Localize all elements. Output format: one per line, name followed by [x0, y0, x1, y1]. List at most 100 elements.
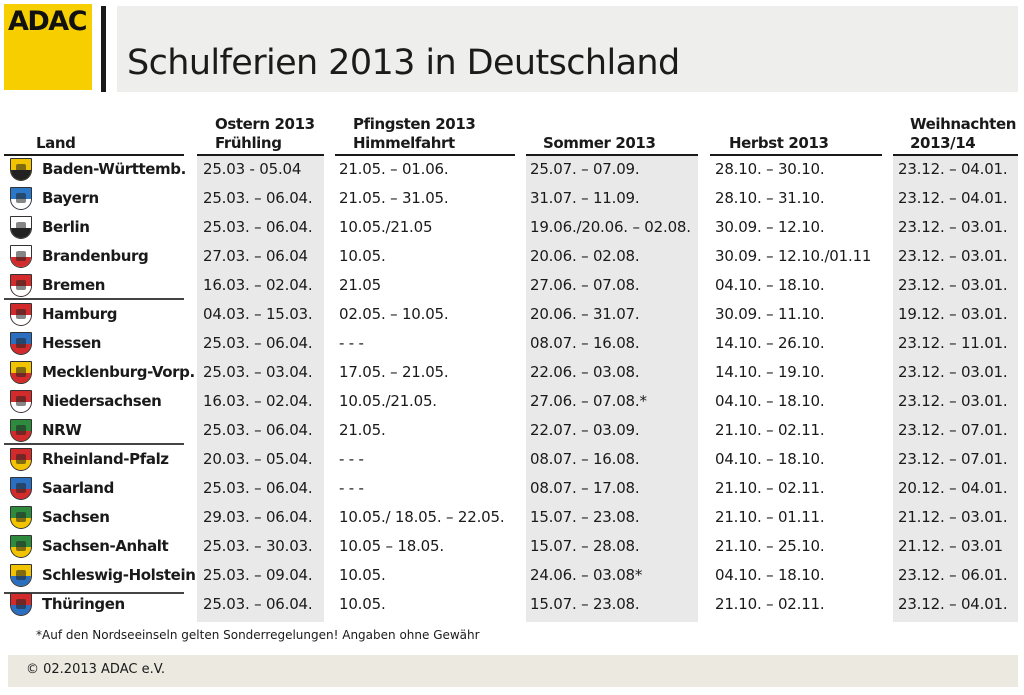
- group-separator: [4, 592, 184, 594]
- cell-pfingsten: 21.05. – 31.05.: [339, 189, 449, 207]
- cell-herbst: 28.10. – 30.10.: [715, 160, 825, 178]
- table-row: Bremen 16.03. – 02.04. 21.05 27.06. – 07.08…: [0, 271, 1024, 300]
- cell-sommer: 08.07. – 16.08.: [530, 450, 640, 468]
- table-row: Baden-Württemb. 25.03 - 05.04 21.05. – 01.…: [0, 155, 1024, 184]
- state-name: Hessen: [42, 334, 102, 352]
- cell-sommer: 22.06. – 03.08.: [530, 363, 640, 381]
- cell-ostern: 25.03. – 06.04.: [203, 421, 313, 439]
- state-name: NRW: [42, 421, 82, 439]
- header-rule-herbst: [710, 154, 882, 156]
- cell-herbst: 04.10. – 18.10.: [715, 566, 825, 584]
- cell-weihnachten: 23.12. – 07.01.: [898, 421, 1008, 439]
- cell-herbst: 14.10. – 19.10.: [715, 363, 825, 381]
- state-crest-icon: [10, 361, 32, 384]
- cell-ostern: 25.03. – 06.04.: [203, 218, 313, 236]
- header-herbst: Herbst 2013: [729, 134, 829, 152]
- header-ostern-line1: Ostern 2013: [215, 115, 315, 133]
- cell-pfingsten: 21.05: [339, 276, 381, 294]
- cell-weihnachten: 23.12. – 04.01.: [898, 189, 1008, 207]
- state-crest-icon: [10, 593, 32, 616]
- state-name: Thüringen: [42, 595, 125, 613]
- table-row: Sachsen-Anhalt 25.03. – 30.03. 10.05 – 18.…: [0, 532, 1024, 561]
- cell-sommer: 20.06. – 31.07.: [530, 305, 640, 323]
- header-pfingsten-line1: Pfingsten 2013: [353, 115, 476, 133]
- cell-pfingsten: 10.05./21.05.: [339, 392, 437, 410]
- cell-ostern: 25.03 - 05.04: [203, 160, 302, 178]
- cell-ostern: 25.03. – 03.04.: [203, 363, 313, 381]
- state-crest-icon: [10, 506, 32, 529]
- cell-herbst: 30.09. – 12.10./01.11: [715, 247, 872, 265]
- header-rule-land: [4, 154, 184, 156]
- state-crest-icon: [10, 564, 32, 587]
- cell-pfingsten: - - -: [339, 479, 364, 497]
- cell-weihnachten: 23.12. – 03.01.: [898, 392, 1008, 410]
- cell-herbst: 14.10. – 26.10.: [715, 334, 825, 352]
- cell-ostern: 25.03. – 06.04.: [203, 189, 313, 207]
- adac-logo: ADAC: [4, 4, 92, 90]
- state-crest-icon: [10, 303, 32, 326]
- table-row: NRW 25.03. – 06.04. 21.05. 22.07. – 03.09. 2…: [0, 416, 1024, 445]
- state-name: Niedersachsen: [42, 392, 162, 410]
- state-crest-icon: [10, 535, 32, 558]
- cell-weihnachten: 23.12. – 04.01.: [898, 595, 1008, 613]
- cell-weihnachten: 23.12. – 07.01.: [898, 450, 1008, 468]
- cell-sommer: 15.07. – 23.08.: [530, 595, 640, 613]
- cell-weihnachten: 23.12. – 03.01.: [898, 247, 1008, 265]
- table-row: Niedersachsen 16.03. – 02.04. 10.05./21.05…: [0, 387, 1024, 416]
- cell-pfingsten: 10.05./21.05: [339, 218, 433, 236]
- cell-pfingsten: 02.05. – 10.05.: [339, 305, 449, 323]
- cell-weihnachten: 23.12. – 04.01.: [898, 160, 1008, 178]
- header-rule-pfingsten: [335, 154, 515, 156]
- cell-sommer: 25.07. – 07.09.: [530, 160, 640, 178]
- title-band: [117, 6, 1018, 92]
- column-bg-weihnachten: [893, 154, 1018, 622]
- cell-herbst: 21.10. – 02.11.: [715, 421, 825, 439]
- cell-herbst: 04.10. – 18.10.: [715, 392, 825, 410]
- cell-weihnachten: 21.12. – 03.01: [898, 537, 1003, 555]
- cell-ostern: 25.03. – 06.04.: [203, 334, 313, 352]
- cell-weihnachten: 23.12. – 11.01.: [898, 334, 1008, 352]
- state-name: Saarland: [42, 479, 114, 497]
- cell-ostern: 27.03. – 06.04: [203, 247, 308, 265]
- state-name: Rheinland-Pfalz: [42, 450, 169, 468]
- state-crest-icon: [10, 158, 32, 181]
- cell-sommer: 08.07. – 17.08.: [530, 479, 640, 497]
- header-weihnachten-line1: Weihnachten: [910, 115, 1016, 133]
- cell-ostern: 16.03. – 02.04.: [203, 392, 313, 410]
- state-name: Mecklenburg-Vorp.: [42, 363, 195, 381]
- state-crest-icon: [10, 245, 32, 268]
- cell-weihnachten: 23.12. – 03.01.: [898, 218, 1008, 236]
- state-name: Bremen: [42, 276, 106, 294]
- cell-ostern: 25.03. – 09.04.: [203, 566, 313, 584]
- cell-pfingsten: - - -: [339, 334, 364, 352]
- cell-herbst: 30.09. – 11.10.: [715, 305, 825, 323]
- logo-divider: [101, 6, 106, 92]
- state-crest-icon: [10, 187, 32, 210]
- cell-sommer: 31.07. – 11.09.: [530, 189, 640, 207]
- cell-ostern: 25.03. – 06.04.: [203, 479, 313, 497]
- cell-herbst: 30.09. – 12.10.: [715, 218, 825, 236]
- cell-herbst: 21.10. – 25.10.: [715, 537, 825, 555]
- cell-weihnachten: 20.12. – 04.01.: [898, 479, 1008, 497]
- header-land: Land: [36, 134, 76, 152]
- header-rule-ostern: [197, 154, 324, 156]
- table-row: Bayern 25.03. – 06.04. 21.05. – 31.05. 31.0…: [0, 184, 1024, 213]
- column-bg-ostern: [197, 154, 324, 622]
- state-crest-icon: [10, 216, 32, 239]
- state-name: Baden-Württemb.: [42, 160, 186, 178]
- cell-sommer: 27.06. – 07.08.*: [530, 392, 647, 410]
- cell-herbst: 28.10. – 31.10.: [715, 189, 825, 207]
- header-weihnachten-line2: 2013/14: [910, 134, 976, 152]
- cell-herbst: 21.10. – 01.11.: [715, 508, 825, 526]
- state-name: Sachsen: [42, 508, 110, 526]
- cell-pfingsten: 10.05.: [339, 247, 386, 265]
- state-crest-icon: [10, 332, 32, 355]
- cell-pfingsten: 17.05. – 21.05.: [339, 363, 449, 381]
- cell-ostern: 16.03. – 02.04.: [203, 276, 313, 294]
- cell-sommer: 15.07. – 23.08.: [530, 508, 640, 526]
- cell-weihnachten: 23.12. – 03.01.: [898, 276, 1008, 294]
- state-crest-icon: [10, 390, 32, 413]
- cell-ostern: 20.03. – 05.04.: [203, 450, 313, 468]
- cell-pfingsten: 10.05./ 18.05. – 22.05.: [339, 508, 505, 526]
- cell-herbst: 21.10. – 02.11.: [715, 479, 825, 497]
